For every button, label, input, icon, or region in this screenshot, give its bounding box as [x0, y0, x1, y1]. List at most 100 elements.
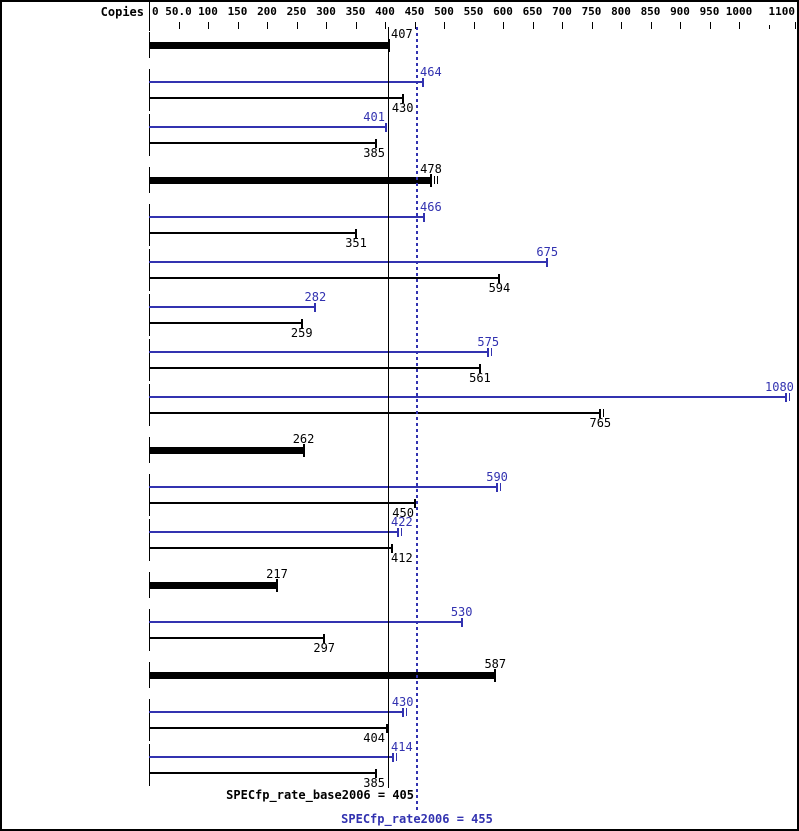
axis-tick — [709, 22, 711, 29]
peak-bar — [149, 621, 462, 623]
bar-end-cap — [392, 752, 395, 762]
base-bar — [149, 446, 304, 454]
bar-value-label: 385 — [363, 776, 385, 790]
benchmark-axis-segment — [149, 294, 150, 336]
bar-value-label: 590 — [486, 470, 508, 484]
base-bar — [149, 97, 403, 99]
axis-tick-label: 900 — [670, 5, 690, 18]
peak-bar — [149, 756, 394, 758]
bar-end-cap — [300, 318, 303, 328]
base-bar — [149, 727, 388, 729]
axis-tick-label: 500 — [434, 5, 454, 18]
bar-end-cap — [599, 408, 602, 418]
base-bar — [149, 277, 500, 279]
base-bar — [149, 232, 357, 234]
axis-tick — [650, 22, 652, 29]
bar-value-label: 282 — [304, 290, 327, 304]
axis-tick-label: 850 — [640, 5, 661, 18]
peak-mean-result-label: SPECfp_rate2006 = 455 — [341, 812, 493, 826]
peak-bar — [149, 531, 398, 533]
bar-end-cap — [478, 363, 481, 373]
benchmark-axis-segment — [149, 204, 150, 246]
axis-tick-label: 1100 — [768, 5, 796, 18]
bar-end-cap — [375, 138, 378, 148]
benchmark-axis-segment — [149, 744, 150, 786]
bar-value-label: 297 — [313, 641, 336, 655]
base-bar — [149, 671, 496, 679]
bar-end-cap — [355, 228, 358, 238]
bar-end-cap — [401, 707, 404, 717]
peak-bar — [149, 486, 498, 488]
bar-value-label: 259 — [290, 326, 313, 340]
bar-value-label: 385 — [363, 146, 385, 160]
bar-end-cap — [314, 302, 317, 312]
axis-tick — [267, 22, 268, 29]
axis-tick — [680, 22, 681, 29]
bar-value-label: 1080 — [765, 380, 794, 394]
axis-tick — [237, 22, 239, 29]
bar-end-cap — [785, 392, 788, 402]
axis-tick — [532, 22, 534, 29]
bar-value-label: 217 — [266, 567, 288, 581]
bar-value-label: 414 — [391, 740, 413, 754]
base-bar — [149, 367, 480, 369]
benchmark-axis-segment — [149, 474, 150, 516]
base-bar — [149, 581, 278, 589]
bar-end-cap — [375, 768, 378, 778]
axis-tick — [444, 22, 445, 29]
bar-value-label: 450 — [392, 506, 414, 520]
axis-tick-label: 50.0 — [165, 5, 192, 18]
bar-value-label: 430 — [391, 695, 414, 709]
axis-origin-line — [149, 2, 150, 31]
axis-tick-label: 150 — [227, 5, 248, 18]
axis-tick-label: 1000 — [725, 5, 753, 18]
peak-bar — [149, 351, 489, 353]
peak-bar — [149, 711, 403, 713]
bar-end-cap — [494, 668, 497, 682]
bar-end-cap — [421, 77, 424, 87]
axis-tick-label: 750 — [581, 5, 602, 18]
base-bar — [149, 502, 415, 504]
axis-tick-label: 600 — [493, 5, 513, 18]
copies-column-header: Copies — [100, 5, 144, 19]
bar-value-label: 412 — [391, 551, 413, 565]
base-bar — [149, 772, 377, 774]
bar-value-label: 351 — [345, 236, 367, 250]
bar-value-label: 587 — [484, 657, 507, 671]
bar-value-label: 575 — [477, 335, 500, 349]
bar-end-cap — [422, 212, 425, 222]
bar-range-tick — [603, 409, 605, 417]
bar-end-cap — [496, 482, 499, 492]
axis-tick-label: 350 — [345, 5, 366, 18]
peak-bar — [149, 396, 787, 398]
base-bar — [149, 41, 390, 49]
axis-tick-label: 550 — [463, 5, 484, 18]
base-bar — [149, 322, 302, 324]
benchmark-axis-segment — [149, 699, 150, 741]
bar-value-label: 464 — [420, 65, 442, 79]
bar-value-label: 675 — [536, 245, 559, 259]
bar-value-label: 407 — [391, 27, 413, 41]
axis-tick-label: 400 — [375, 5, 395, 18]
benchmark-axis-segment — [149, 339, 150, 381]
bar-range-tick — [405, 708, 407, 716]
axis-tick-label: 650 — [522, 5, 543, 18]
bar-value-label: 404 — [363, 731, 385, 745]
reference-line-base — [388, 27, 389, 788]
bar-value-label: 422 — [391, 515, 413, 529]
benchmark-axis-segment — [149, 519, 150, 561]
peak-bar — [149, 126, 386, 128]
bar-value-label: 765 — [589, 416, 612, 430]
bar-range-tick — [434, 176, 436, 184]
bar-end-cap — [430, 173, 433, 187]
bar-value-label: 430 — [391, 101, 414, 115]
bar-end-cap — [396, 527, 399, 537]
axis-tick-label: 0 — [152, 5, 159, 18]
bar-value-label: 530 — [450, 605, 473, 619]
axis-tick — [562, 22, 563, 29]
axis-tick-label: 200 — [257, 5, 277, 18]
axis-tick — [208, 22, 209, 29]
bar-end-cap — [276, 578, 279, 592]
bar-value-label: 561 — [469, 371, 491, 385]
base-mean-result-label: SPECfp_rate_base2006 = 405 — [226, 788, 414, 802]
